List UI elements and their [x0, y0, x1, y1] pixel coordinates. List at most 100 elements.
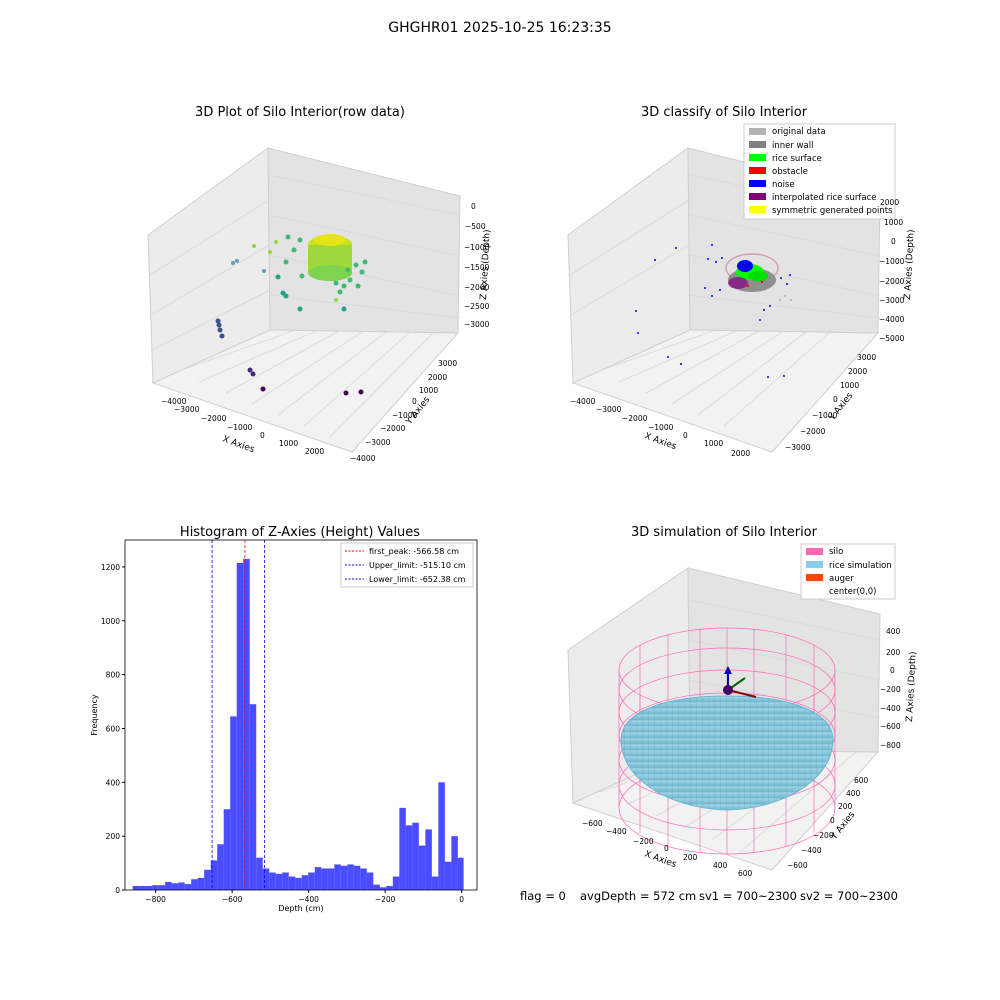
z-tick: −3000: [464, 320, 490, 329]
y-tick: −4000: [350, 454, 376, 463]
y-axis-label: Y Axies: [829, 810, 858, 843]
legend-swatch: [749, 128, 766, 135]
hist-bar: [165, 881, 172, 890]
hist-bar: [366, 872, 374, 890]
hist-bars: [132, 558, 464, 890]
hist-bar: [288, 876, 296, 890]
y-tick-label: 200: [106, 832, 121, 841]
y-tick: 1000: [840, 381, 859, 390]
legend-swatch: [749, 167, 766, 174]
hist-bar: [132, 885, 140, 890]
legend-label: center(0,0): [829, 587, 877, 597]
x-tick: −4000: [570, 397, 596, 406]
legend-swatch: [749, 193, 766, 200]
panel-classify-title: 3D classify of Silo Interior: [641, 105, 808, 120]
x-tick: −3000: [596, 405, 622, 414]
y-tick: −1000: [392, 411, 418, 420]
z-tick: 0: [890, 666, 895, 675]
hist-bar: [386, 885, 393, 890]
hist-bar: [431, 876, 439, 890]
hist-bar: [256, 857, 263, 890]
hist-bar: [347, 864, 354, 890]
legend-label: obstacle: [772, 167, 808, 177]
y-tick: 200: [838, 802, 853, 811]
legend-swatch: [749, 206, 766, 213]
hist-bar: [269, 872, 276, 890]
legend-swatch: [806, 574, 823, 581]
legend-label: silo: [829, 547, 843, 557]
hist-bar: [418, 845, 426, 890]
panel-simulation-3d: 3D simulation of Silo Interior: [567, 525, 919, 878]
hist-bar: [139, 885, 146, 890]
classify-points: [635, 244, 792, 378]
z-tick: 2000: [880, 198, 899, 207]
legend-swatch: [749, 180, 766, 187]
panel-classify-3d: 3D classify of Silo Interior: [567, 105, 917, 458]
x-tick: 0: [683, 431, 688, 440]
hist-bar: [145, 885, 153, 890]
x-tick-label: −200: [375, 895, 396, 904]
y-tick: −3000: [365, 438, 391, 447]
hist-bar: [275, 873, 283, 890]
x-tick: 200: [683, 853, 698, 862]
hist-bar: [373, 884, 380, 890]
footer-status: flag = 0 avgDepth = 572 cm sv1 = 700~230…: [520, 889, 898, 903]
legend-label: inner wall: [772, 141, 813, 151]
hist-bar: [191, 879, 198, 890]
x-tick-label: −800: [145, 895, 166, 904]
hist-bar: [379, 887, 387, 890]
x-tick: 0: [664, 844, 669, 853]
z-tick: −4000: [879, 315, 905, 324]
hist-y-ticks: 0 200 400 600 800 1000 1200: [101, 563, 125, 895]
x-tick: −600: [582, 819, 603, 828]
z-tick: −2500: [464, 302, 490, 311]
hist-x-ticks: −800 −600 −400 −200 0: [145, 890, 464, 904]
panel-raw-title: 3D Plot of Silo Interior(row data): [195, 105, 405, 120]
hist-bar: [392, 876, 400, 890]
hist-bar: [236, 562, 244, 890]
z-tick: −5000: [879, 334, 905, 343]
raw-points: [215, 234, 368, 396]
z-tick: −1000: [879, 257, 905, 266]
hist-bar: [353, 865, 361, 890]
hist-bar: [444, 861, 452, 890]
x-tick: 1000: [279, 439, 298, 448]
hist-bar: [412, 822, 419, 890]
z-tick: 0: [471, 202, 476, 211]
z-tick: 1000: [884, 218, 903, 227]
y-tick: −400: [801, 846, 822, 855]
pane-floor: [571, 329, 880, 453]
legend-label: Upper_limit: -515.10 cm: [369, 561, 466, 570]
pane-floor: [151, 329, 460, 453]
x-tick-label: −400: [298, 895, 319, 904]
y-tick: 0: [830, 816, 835, 825]
hist-bar: [295, 877, 302, 890]
panel-raw-3d: 3D Plot of Silo Interior(row data): [147, 105, 493, 463]
z-tick: −800: [880, 741, 901, 750]
z-tick: −1000: [464, 243, 490, 252]
y-tick: −1000: [812, 411, 838, 420]
hist-bar: [204, 869, 211, 890]
legend-swatch: [749, 154, 766, 161]
hist-bar: [223, 809, 231, 890]
y-tick: 3000: [438, 359, 457, 368]
z-axis-label: Z Axies (Depth): [479, 229, 493, 300]
hist-bar: [171, 883, 179, 890]
x-tick: −4000: [161, 397, 187, 406]
hist-bar: [308, 872, 315, 890]
z-tick: −200: [880, 685, 901, 694]
y-tick: −600: [787, 861, 808, 870]
hist-bar: [301, 875, 309, 890]
z-tick: −2000: [879, 277, 905, 286]
hist-bar: [457, 857, 464, 890]
z-tick: −400: [880, 704, 901, 713]
y-tick: −3000: [785, 443, 811, 452]
hist-bar: [438, 782, 445, 890]
hist-y-label: Frequency: [90, 694, 99, 736]
rice-simulation-surface: [620, 695, 834, 811]
legend-label: rice simulation: [829, 561, 892, 571]
x-tick: −2000: [622, 414, 648, 423]
legend-label: Lower_limit: -652.38 cm: [369, 575, 466, 584]
hist-bar: [152, 885, 159, 890]
hist-bar: [340, 865, 348, 890]
